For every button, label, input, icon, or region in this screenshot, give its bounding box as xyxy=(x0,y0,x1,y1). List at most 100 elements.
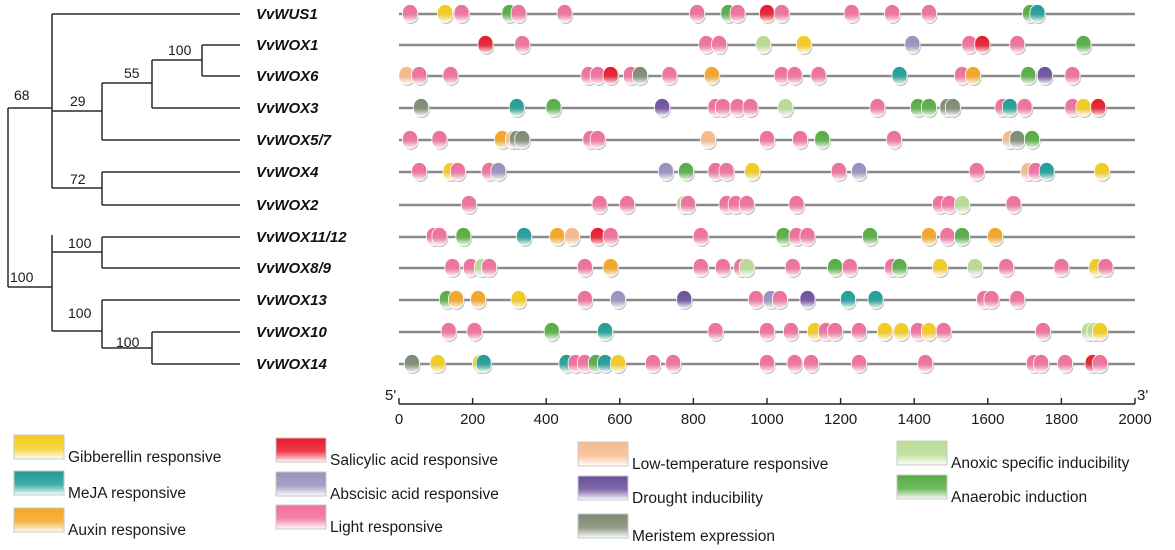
cis-element-light xyxy=(729,4,746,23)
cis-element-gib xyxy=(744,162,761,181)
cis-element-meja xyxy=(475,354,492,373)
cis-element-light xyxy=(444,258,461,277)
gene-row: VvWOX2 xyxy=(256,195,1135,215)
cis-element-light xyxy=(869,98,886,117)
cis-element-gib xyxy=(932,258,948,277)
gene-name: VvWOX6 xyxy=(256,68,319,85)
cis-element-light xyxy=(514,35,531,54)
cis-element-aux xyxy=(965,66,981,85)
axis-tick-label: 1400 xyxy=(898,411,931,428)
cis-element-light xyxy=(442,66,459,85)
gene-name: VvWOX1 xyxy=(256,37,319,54)
legend-swatch xyxy=(577,475,629,501)
cis-element-gib xyxy=(1092,322,1108,341)
cis-element-light xyxy=(886,130,902,149)
cis-element-light xyxy=(983,290,1000,309)
cis-element-gib xyxy=(795,35,812,54)
gene-row: VvWUS1 xyxy=(256,4,1135,24)
cis-element-aba xyxy=(657,162,674,181)
legend: Gibberellin responsive MeJA responsive Aux… xyxy=(13,434,1130,545)
cis-element-light xyxy=(556,4,573,23)
cis-element-light xyxy=(748,290,764,309)
cis-element-light xyxy=(788,195,805,214)
cis-element-mer xyxy=(403,354,420,373)
gene-name: VvWOX4 xyxy=(256,164,319,181)
cis-element-light xyxy=(783,322,799,341)
cis-element-light xyxy=(830,162,847,181)
legend-label: Light responsive xyxy=(330,519,443,536)
cis-element-light xyxy=(786,66,803,85)
legend-label: Gibberellin responsive xyxy=(68,449,221,466)
cis-element-anaer xyxy=(891,258,908,277)
legend-swatch xyxy=(13,470,65,496)
legend-label: Anaerobic induction xyxy=(951,489,1087,506)
cis-element-anaer xyxy=(1075,35,1092,54)
cis-element-light xyxy=(619,195,636,214)
cis-element-anaer xyxy=(543,322,560,341)
legend-item-mer: Meristem expression xyxy=(577,513,775,545)
axis-tick-label: 800 xyxy=(681,411,706,428)
gene-row: VvWOX11/12 xyxy=(256,227,1135,247)
cis-element-light xyxy=(714,98,731,117)
cis-element-light xyxy=(799,227,816,246)
gene-row: VvWOX1 xyxy=(256,35,1135,55)
cis-element-light xyxy=(466,322,483,341)
cis-element-mer xyxy=(413,98,429,117)
cis-element-light xyxy=(792,130,809,149)
legend-item-lowt: Low-temperature responsive xyxy=(577,441,828,473)
cis-element-aba xyxy=(904,35,921,54)
bootstrap-value: 55 xyxy=(124,65,140,81)
cis-element-light xyxy=(1035,322,1051,341)
cis-element-light xyxy=(968,162,985,181)
cis-element-sal xyxy=(759,4,775,23)
cis-element-light xyxy=(1009,35,1026,54)
cis-element-anaer xyxy=(954,227,970,246)
legend-label: Low-temperature responsive xyxy=(632,456,828,473)
cis-element-meja xyxy=(891,66,908,85)
gene-row: VvWOX6 xyxy=(256,66,1135,86)
cis-element-anoxic xyxy=(967,258,983,277)
axis-tick-label: 2000 xyxy=(1118,411,1151,428)
axis-tick-label: 1000 xyxy=(750,411,783,428)
cis-element-light xyxy=(591,195,608,214)
cis-element-aba xyxy=(851,162,867,181)
cis-element-light xyxy=(411,66,428,85)
cis-element-light xyxy=(851,322,867,341)
cis-element-light xyxy=(510,4,527,23)
cis-element-anaer xyxy=(827,258,843,277)
gene-row: VvWOX3 xyxy=(256,98,1135,118)
legend-label: Meristem expression xyxy=(632,528,775,545)
gene-name: VvWOX5/7 xyxy=(256,132,332,149)
gene-name: VvWOX10 xyxy=(256,324,328,341)
cis-element-light xyxy=(718,162,735,181)
cis-element-meja xyxy=(508,98,525,117)
legend-label: Salicylic acid responsive xyxy=(330,452,498,469)
cis-element-light xyxy=(917,354,934,373)
cis-element-light xyxy=(449,162,466,181)
gene-name: VvWOX11/12 xyxy=(256,229,347,246)
gene-rows: VvWUS1 VvWOX1 VvWOX6 VvWOX3 VvWOX5/7 VvWOX4 Vv… xyxy=(256,4,1135,374)
cis-element-light xyxy=(1009,290,1026,309)
legend-label: Abscisic acid responsive xyxy=(330,486,499,503)
axis-tick-label: 1600 xyxy=(971,411,1004,428)
gene-name: VvWOX13 xyxy=(256,292,328,309)
cis-element-light xyxy=(645,354,661,373)
axis-tick-label: 200 xyxy=(460,411,485,428)
cis-element-drought xyxy=(799,290,816,309)
legend-swatch xyxy=(896,440,948,466)
legend-label: MeJA responsive xyxy=(68,485,186,502)
cis-element-light xyxy=(402,130,418,149)
cis-element-light xyxy=(742,98,759,117)
axis-tick-label: 400 xyxy=(534,411,559,428)
axis-tick-label: 600 xyxy=(607,411,632,428)
cis-element-light xyxy=(679,195,696,214)
position-axis: 5' 3' 0 200 400 600 800 1000 1200 1400 1600 1800 2… xyxy=(385,387,1152,428)
cis-element-light xyxy=(689,4,705,23)
cis-element-light xyxy=(1053,258,1070,277)
legend-swatch xyxy=(275,471,327,497)
cis-element-light xyxy=(1092,354,1108,373)
cis-element-light xyxy=(707,322,724,341)
legend-item-meja: MeJA responsive xyxy=(13,470,186,502)
cis-element-light xyxy=(843,4,860,23)
